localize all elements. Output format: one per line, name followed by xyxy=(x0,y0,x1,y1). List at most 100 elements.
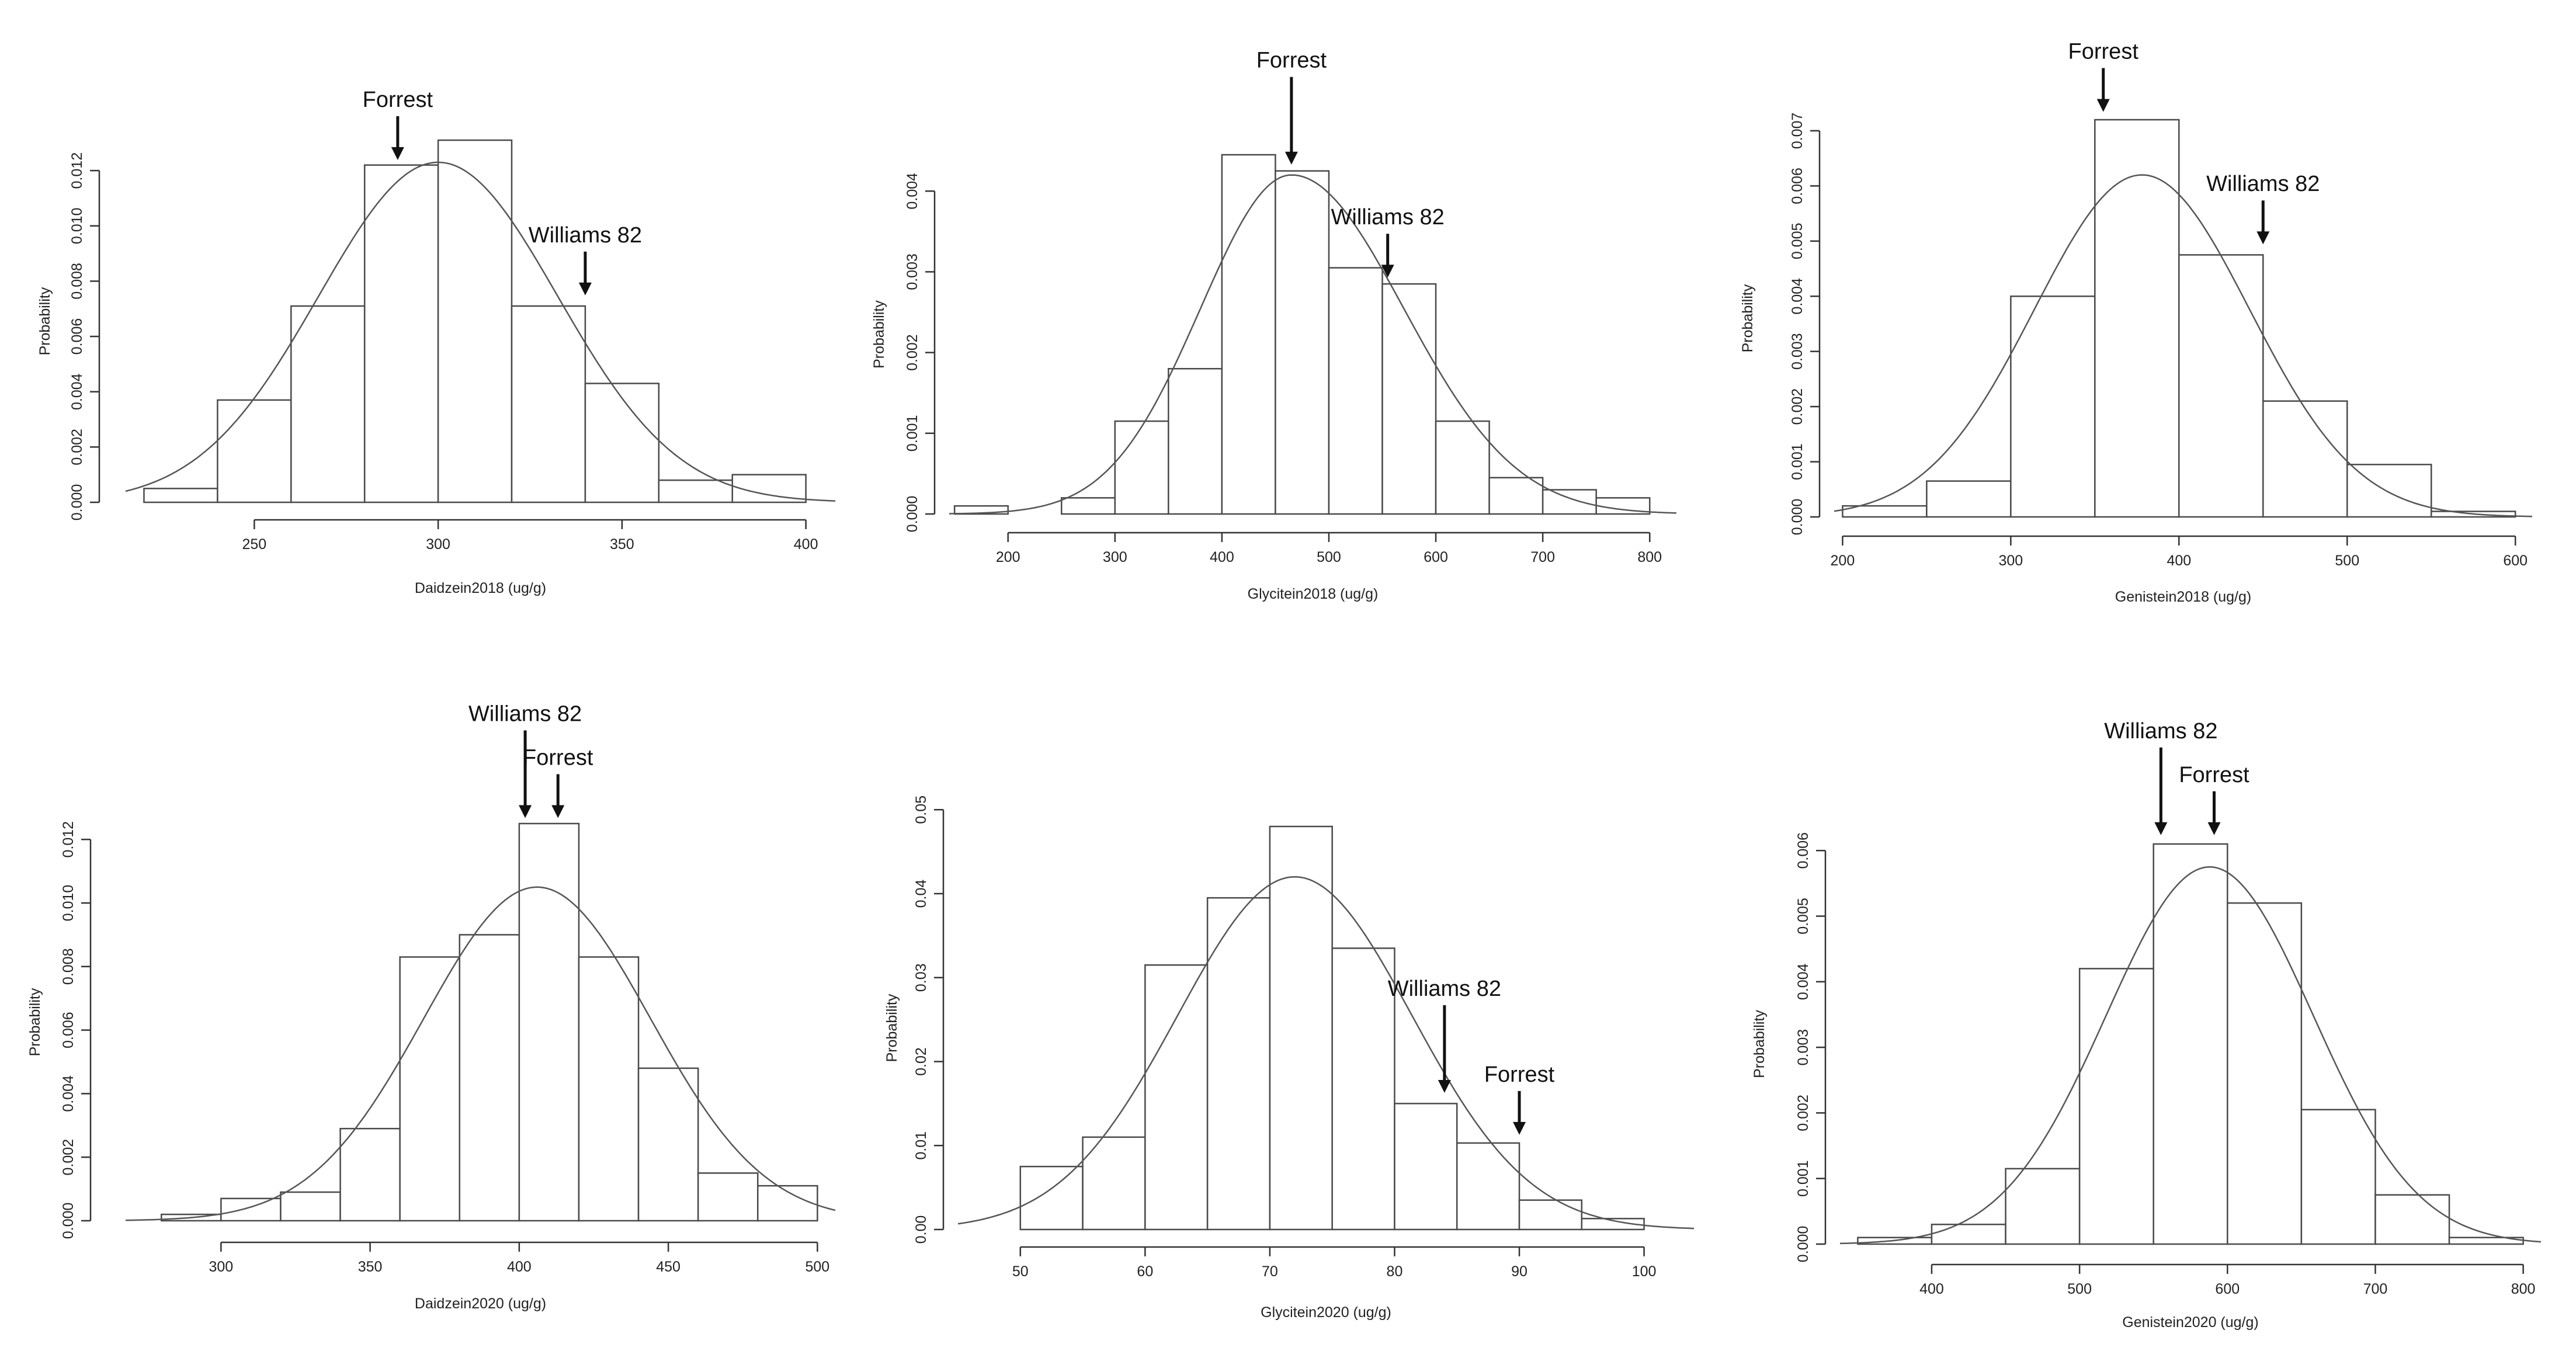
y-tick-label: 0.003 xyxy=(1795,1029,1811,1066)
y-tick-label: 0.006 xyxy=(69,318,85,355)
y-axis-title: Probability xyxy=(871,300,887,369)
histogram-bar xyxy=(2374,1194,2450,1245)
panel-glycitein-2018: 200 300 400 500 600 700 800 Glycitein2018 (ug/g… xyxy=(871,48,1677,602)
x-tick-label: 400 xyxy=(1919,1281,1944,1297)
histogram-bar xyxy=(437,139,513,503)
histogram-bar xyxy=(220,1197,282,1222)
histogram-bar xyxy=(1456,1142,1520,1231)
arrow-head-icon xyxy=(2207,822,2221,835)
x-tick-label: 300 xyxy=(209,1259,234,1275)
x-tick-label: 250 xyxy=(242,536,266,553)
histogram-bar xyxy=(1518,1199,1583,1231)
density-curve xyxy=(125,886,836,1221)
y-tick-label: 0.04 xyxy=(913,880,929,908)
histogram-bar xyxy=(518,822,580,1222)
histogram-bar xyxy=(1168,367,1223,515)
histogram-bar xyxy=(637,1067,699,1222)
y-tick-label: 0.000 xyxy=(1795,1226,1811,1263)
histogram-bar xyxy=(1331,947,1395,1231)
density-curve xyxy=(125,161,836,502)
histogram-bar xyxy=(2262,400,2348,518)
y-tick-label: 0.000 xyxy=(69,484,85,521)
histogram-bar xyxy=(2300,1109,2376,1245)
y-tick-label: 0.004 xyxy=(60,1075,77,1112)
histogram-bar xyxy=(731,474,807,503)
y-tick-label: 0.010 xyxy=(60,885,77,922)
arrow-head-icon xyxy=(1284,151,1298,165)
histogram-bar xyxy=(1060,497,1116,515)
histogram-bar xyxy=(280,1191,341,1222)
histogram-bar xyxy=(2094,119,2180,518)
histogram-bar xyxy=(2005,1168,2081,1245)
annotation-label: Forrest xyxy=(1256,48,1327,73)
y-tick-label: 0.001 xyxy=(1795,1160,1811,1197)
y-tick-label: 0.006 xyxy=(60,1012,77,1048)
histogram-bar xyxy=(399,956,461,1222)
histogram-bar xyxy=(363,164,439,503)
histogram-bar xyxy=(1394,1103,1458,1231)
x-tick-label: 400 xyxy=(794,536,818,553)
y-tick-label: 0.001 xyxy=(1789,443,1806,480)
histogram-bar xyxy=(1206,897,1271,1231)
x-axis-title: Daidzein2018 (ug/g) xyxy=(415,580,546,596)
y-tick-label: 0.005 xyxy=(1795,898,1811,935)
histogram-bar xyxy=(1488,477,1544,515)
x-tick-label: 300 xyxy=(426,536,450,553)
arrow-head-icon xyxy=(551,805,565,818)
y-tick-label: 0.00 xyxy=(913,1215,929,1244)
annotation-label: Williams 82 xyxy=(1388,977,1501,1001)
x-tick-label: 400 xyxy=(2167,553,2191,569)
panel-genistein-2018: 200 300 400 500 600 Genistein2018 (ug/g) 0.000… xyxy=(1740,40,2533,605)
histogram-bar xyxy=(2078,968,2154,1245)
y-tick-label: 0.01 xyxy=(913,1131,929,1160)
y-tick-label: 0.007 xyxy=(1789,113,1806,150)
y-tick-label: 0.008 xyxy=(60,949,77,985)
histogram-bar xyxy=(459,934,520,1222)
histogram-bar xyxy=(1581,1218,1645,1231)
x-tick-label: 500 xyxy=(2335,553,2359,569)
x-tick-label: 80 xyxy=(1387,1263,1403,1280)
x-tick-label: 200 xyxy=(1831,553,1855,569)
arrow-head-icon xyxy=(391,147,404,160)
histogram-bar xyxy=(1542,489,1597,515)
arrow-head-icon xyxy=(1513,1121,1526,1135)
histogram-bar xyxy=(658,479,733,503)
histogram-bar xyxy=(143,488,218,503)
panel-glycitein-2020: 50 60 70 80 90 100 Glycitein2020 (ug/g) 0.00 0.0… xyxy=(884,796,1695,1321)
y-axis-title: Probability xyxy=(1740,284,1756,352)
x-tick-label: 350 xyxy=(358,1259,383,1275)
histogram-bar xyxy=(1019,1165,1084,1231)
y-axis-title: Probability xyxy=(27,988,43,1056)
x-tick-label: 100 xyxy=(1632,1263,1657,1280)
annotation-label: Williams 82 xyxy=(2104,719,2217,744)
histogram-bar xyxy=(1435,420,1490,515)
x-tick-label: 700 xyxy=(2363,1281,2388,1297)
y-tick-label: 0.001 xyxy=(904,415,921,452)
y-tick-label: 0.012 xyxy=(69,152,85,189)
y-tick-label: 0.002 xyxy=(69,429,85,466)
density-curve xyxy=(1834,174,2533,517)
y-axis-title: Probability xyxy=(37,287,53,355)
panel-genistein-2020: 400 500 600 700 800 Genistein2020 (ug/g) 0.000… xyxy=(1751,719,2542,1331)
x-tick-label: 500 xyxy=(806,1259,830,1275)
density-curve xyxy=(949,174,1677,515)
x-axis-title: Genistein2018 (ug/g) xyxy=(2115,589,2251,605)
annotation-label: Williams 82 xyxy=(529,223,642,248)
x-tick-label: 500 xyxy=(2067,1281,2092,1297)
histogram-bar xyxy=(2010,295,2096,518)
x-tick-label: 350 xyxy=(610,536,634,553)
histogram-bar xyxy=(1114,420,1169,515)
histogram-bar xyxy=(1931,1224,2006,1245)
y-tick-label: 0.010 xyxy=(69,207,85,244)
histogram-bar xyxy=(578,956,640,1222)
x-tick-label: 400 xyxy=(1210,549,1234,565)
histogram-bar xyxy=(511,305,586,503)
annotation-label: Forrest xyxy=(1484,1062,1555,1087)
x-axis-title: Genistein2020 (ug/g) xyxy=(2122,1314,2258,1331)
x-tick-label: 450 xyxy=(656,1259,681,1275)
y-tick-label: 0.000 xyxy=(60,1203,77,1239)
histogram-bar xyxy=(1275,170,1330,515)
x-tick-label: 800 xyxy=(1637,549,1662,565)
arrow-head-icon xyxy=(519,805,532,818)
